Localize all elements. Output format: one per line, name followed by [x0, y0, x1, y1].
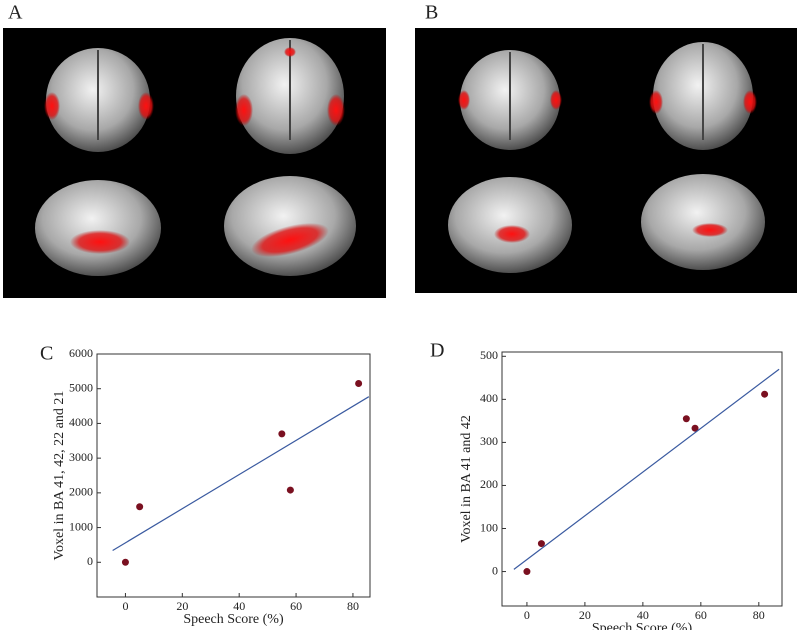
data-point — [682, 415, 690, 423]
y-tick-label: 1000 — [69, 519, 93, 533]
y-tick-label: 100 — [480, 520, 498, 534]
x-tick-label: 40 — [233, 599, 245, 613]
plot-frame — [501, 351, 783, 607]
panel-label: D — [430, 340, 444, 362]
data-point — [761, 390, 769, 398]
x-tick-label: 0 — [122, 599, 128, 613]
data-point — [355, 380, 363, 388]
data-point — [286, 486, 294, 494]
y-tick-label: 400 — [480, 391, 498, 405]
fit-line — [513, 368, 780, 570]
y-tick-label: 200 — [480, 477, 498, 491]
y-axis-title: Voxel in BA 41, 42, 22 and 21 — [52, 391, 67, 561]
x-axis-title: Speech Score (%) — [592, 621, 693, 630]
data-point — [278, 430, 286, 438]
x-tick-label: 40 — [637, 608, 649, 622]
fit-line — [112, 396, 370, 551]
x-tick-label: 80 — [347, 599, 359, 613]
y-tick-label: 300 — [480, 434, 498, 448]
x-tick-label: 80 — [753, 608, 765, 622]
data-point — [121, 558, 129, 566]
y-tick-label: 3000 — [69, 450, 93, 464]
y-tick-label: 4000 — [69, 415, 93, 429]
y-tick-label: 2000 — [69, 485, 93, 499]
y-tick-label: 5000 — [69, 380, 93, 394]
x-tick-label: 20 — [579, 608, 591, 622]
y-tick-label: 0 — [87, 554, 93, 568]
data-point — [537, 540, 545, 548]
x-tick-label: 60 — [290, 599, 302, 613]
panel-label: B — [425, 2, 438, 24]
x-tick-label: 60 — [695, 608, 707, 622]
data-point — [691, 424, 699, 432]
x-tick-label: 20 — [176, 599, 188, 613]
x-axis-title: Speech Score (%) — [183, 612, 284, 627]
charts: C0 20 40 60 800100020003000400050006000Speec… — [40, 340, 783, 630]
panel-label: C — [40, 343, 53, 365]
data-point — [523, 568, 531, 576]
data-point — [136, 503, 144, 511]
y-tick-label: 500 — [480, 348, 498, 362]
panel-label: A — [8, 2, 23, 24]
x-tick-label: 0 — [524, 608, 530, 622]
y-axis-title: Voxel in BA 41 and 42 — [459, 415, 474, 543]
plot-frame — [96, 353, 371, 598]
brain-image-b — [415, 28, 797, 293]
y-tick-label: 6000 — [69, 346, 93, 360]
brain-image-a — [3, 28, 386, 298]
y-tick-label: 0 — [492, 563, 498, 577]
